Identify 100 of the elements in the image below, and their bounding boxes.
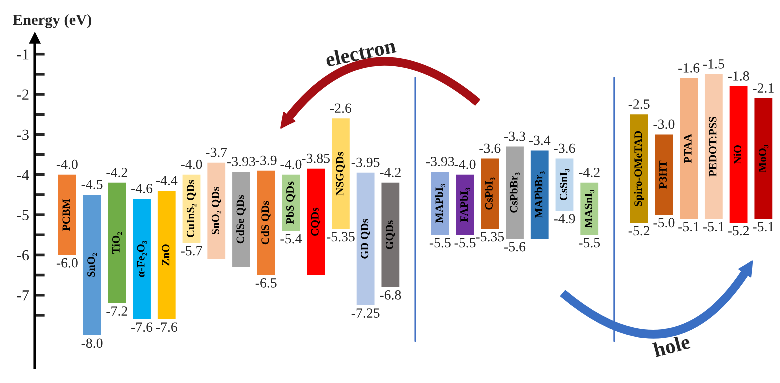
- bar: [506, 146, 524, 240]
- x-tick-label: SnO₂: [88, 253, 98, 277]
- x-tick-label: TiO₂: [112, 232, 122, 254]
- bar: [754, 98, 773, 220]
- annotation: -5.2: [628, 226, 650, 236]
- annotation: -7.2: [106, 306, 128, 316]
- annotation: -7.25: [352, 308, 380, 318]
- annotation: -4.0: [280, 160, 302, 170]
- x-tick-label: CsSnI₃: [560, 168, 570, 201]
- annotation: hole: [652, 334, 692, 358]
- bar: [108, 182, 126, 304]
- bar: [307, 168, 326, 276]
- annotation: -1.8: [728, 72, 750, 81]
- annotation: -4.6: [132, 184, 153, 194]
- y-tick-label: -4: [17, 170, 30, 180]
- annotation: -3.95: [352, 158, 380, 168]
- x-tick-label: SnO₂ QDs: [212, 187, 222, 234]
- x-tick-label: NiO: [734, 145, 742, 164]
- x-tick-label: MAPbI₃: [435, 184, 446, 223]
- x-tick-label: FAPbI₃: [460, 188, 470, 222]
- annotation: -4.2: [380, 168, 401, 178]
- y-tick-label: -6: [17, 250, 30, 261]
- x-tick-label: CdS QDs: [261, 201, 271, 245]
- y-tick-label: -5: [17, 210, 29, 220]
- annotation: -4.5: [82, 180, 103, 190]
- bar: [655, 134, 674, 216]
- x-tick-label: PCBM: [62, 199, 70, 232]
- annotation: electron: [324, 38, 397, 68]
- annotation: -5.6: [504, 242, 526, 252]
- annotation: -5.2: [728, 226, 750, 236]
- annotation: -5.35: [327, 232, 355, 242]
- annotation: -2.5: [628, 100, 650, 110]
- bar: [83, 194, 102, 336]
- annotation: -5.1: [753, 222, 774, 232]
- bar: [133, 198, 151, 320]
- annotation: -3.4: [529, 136, 551, 146]
- bar: [530, 150, 549, 240]
- annotation: -3.93: [426, 157, 454, 167]
- bar: [382, 182, 400, 288]
- y-tick-label: -2: [17, 90, 29, 100]
- annotation: -3.93: [228, 157, 256, 167]
- bar: [356, 172, 375, 306]
- x-tick-label: MAPbBr₃: [534, 172, 545, 218]
- annotation: -5.4: [280, 234, 302, 244]
- x-tick-label: Spiro-OMeTAD: [634, 131, 644, 206]
- x-tick-label: NSGQDs: [336, 152, 346, 196]
- x-tick-label: GQDs: [386, 220, 396, 250]
- x-tick-label: CsPbI₃: [485, 178, 496, 210]
- annotation: -4.2: [106, 168, 128, 178]
- annotation: -5.35: [476, 232, 504, 242]
- x-tick-label: CsPbBr₃: [510, 172, 520, 213]
- annotation: -3.0: [654, 120, 675, 130]
- x-tick-label: P3HT: [660, 160, 667, 189]
- annotation: -3.85: [302, 154, 330, 164]
- x-tick-label: CuInS₂ QDs: [187, 180, 197, 238]
- annotation: -5.1: [678, 222, 700, 232]
- bar: [730, 86, 748, 224]
- annotation: -5.0: [654, 218, 675, 228]
- bar: [232, 172, 250, 268]
- x-tick-label: PEDOT:PSS: [709, 117, 717, 177]
- annotation: -4.0: [181, 160, 202, 170]
- annotation: -6.8: [380, 290, 402, 300]
- annotation: -5.5: [454, 238, 476, 248]
- x-tick-label: PTAA: [684, 134, 692, 164]
- x-tick-label: CdSe QDs: [236, 195, 246, 244]
- annotation: -3.3: [504, 132, 526, 142]
- annotation: -2.6: [330, 104, 352, 114]
- annotation: -7.6: [132, 322, 153, 332]
- annotation: -5.1: [703, 222, 724, 232]
- x-tick-label: MoO₃: [758, 145, 769, 173]
- x-tick-label: PbS QDs: [286, 182, 296, 224]
- x-tick-label: MASnI₃: [584, 190, 595, 228]
- annotation: -4.4: [156, 176, 178, 186]
- x-tick-label: GD QDs: [361, 219, 370, 259]
- annotation: -6.0: [56, 258, 78, 268]
- annotation: -2.1: [753, 84, 774, 94]
- x-tick-label: α-Fe₂O₃: [137, 241, 147, 278]
- x-tick-label: CQDs: [311, 208, 321, 236]
- annotation: -4.0: [454, 160, 476, 170]
- y-tick-label: -1: [17, 50, 29, 60]
- annotation: -6.5: [256, 278, 277, 288]
- annotation: -3.9: [256, 156, 277, 166]
- bar: [680, 78, 698, 220]
- bar: [158, 190, 176, 320]
- bar: [431, 172, 450, 236]
- annotation: -4.0: [56, 160, 78, 170]
- annotation: -1.5: [703, 60, 724, 69]
- annotation: -1.6: [678, 64, 700, 73]
- y-tick-label: -7: [17, 290, 30, 301]
- annotation: -4.2: [579, 168, 600, 178]
- annotation: -5.7: [181, 246, 202, 256]
- bar: [704, 74, 723, 220]
- y-tick-label: -3: [17, 130, 29, 140]
- annotation: -7.6: [156, 322, 178, 332]
- annotation: -3.6: [554, 144, 576, 154]
- bar: [332, 118, 350, 230]
- y-axis-title: Energy (eV): [13, 14, 92, 28]
- annotation: -8.0: [82, 338, 103, 348]
- annotation: -3.7: [206, 148, 228, 158]
- bar: [481, 158, 500, 230]
